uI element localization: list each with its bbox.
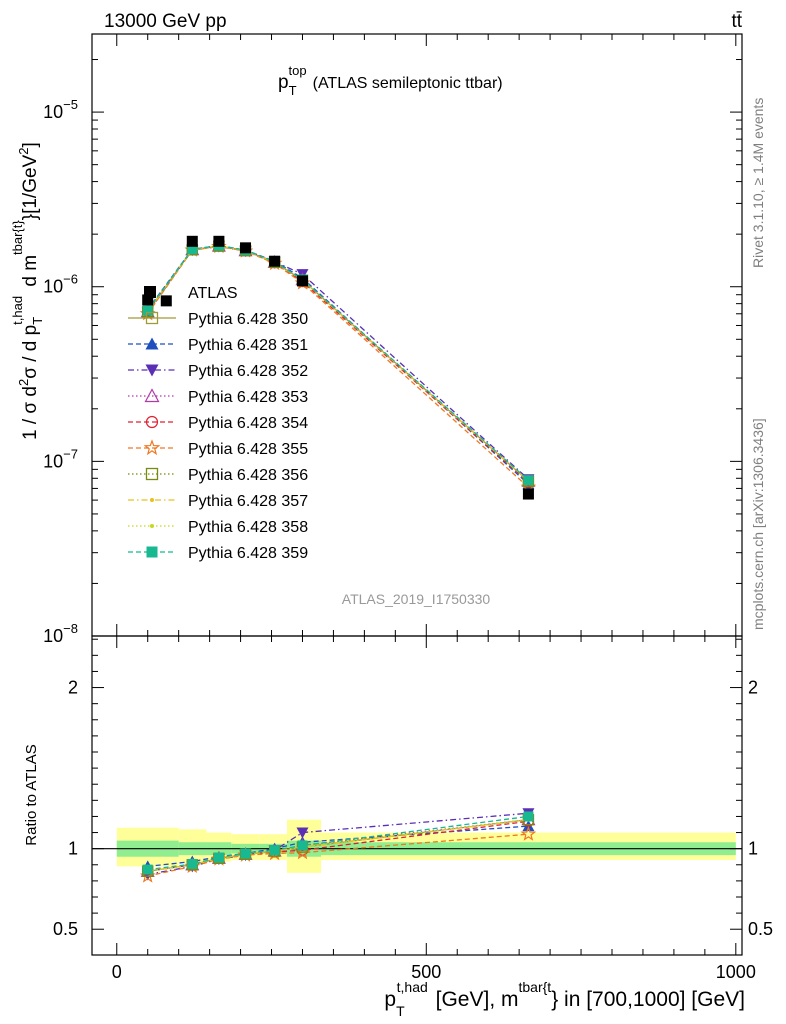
legend-label-7: Pythia 6.428 357 <box>188 493 308 510</box>
plot-title-sup: top <box>289 63 307 78</box>
ratio-series-point-2 <box>296 827 309 839</box>
legend-label-3: Pythia 6.428 353 <box>188 389 308 406</box>
legend-label-1: Pythia 6.428 351 <box>188 337 308 354</box>
plot-title: pTtop (ATLAS semileptonic ttbar) <box>278 63 503 98</box>
header-right: tt̄ <box>731 11 742 32</box>
ratio-ytick-label-left: 2 <box>68 678 78 698</box>
ratio-ytick-label-right: 2 <box>748 678 758 698</box>
legend-marker-6 <box>145 467 159 481</box>
legend-marker-2 <box>145 364 159 377</box>
main-ylabel: 1 / σ d2σ / d pTt,had d mtbar{t}}[1/GeV2… <box>10 142 45 440</box>
main-series-point-9 <box>187 244 198 255</box>
main-series-point-9 <box>523 475 534 486</box>
ratio-series-point-1 <box>522 820 535 832</box>
legend-label-5: Pythia 6.428 355 <box>188 441 308 458</box>
ratio-plot-area: 0 500 1000 0.5 0.5 1 1 2 2 <box>53 635 773 982</box>
main-plot-area: 10−5 10−6 10−7 10−8 <box>43 33 743 646</box>
ratio-series-point-9 <box>240 848 251 859</box>
ratio-frame <box>91 635 743 956</box>
plot-title-rest: (ATLAS semileptonic ttbar) <box>313 75 503 92</box>
analysis-label: ATLAS_2019_I1750330 <box>342 591 491 607</box>
ratio-series-point-9 <box>187 858 198 869</box>
legend-label-atlas: ATLAS <box>188 285 238 302</box>
legend-label-0: Pythia 6.428 350 <box>188 311 308 328</box>
legend-marker-3 <box>144 388 160 403</box>
plot-title-sub: T <box>289 83 297 98</box>
legend-marker-9 <box>146 546 158 558</box>
atlas-data-point <box>213 235 225 247</box>
main-ytick-label: 10−8 <box>43 621 78 646</box>
legend-marker-7 <box>150 498 154 502</box>
ratio-series-point-9 <box>142 864 153 875</box>
legend-marker-1 <box>145 337 159 350</box>
legend-marker-4 <box>145 415 159 429</box>
ratio-series-point-9 <box>213 852 224 863</box>
legend-label-4: Pythia 6.428 354 <box>188 415 308 432</box>
atlas-data-point <box>160 295 172 307</box>
legend-label-2: Pythia 6.428 352 <box>188 363 308 380</box>
rivet-label: Rivet 3.1.10, ≥ 1.4M events <box>750 98 766 268</box>
legend-marker-atlas <box>144 286 156 298</box>
ratio-series-point-9 <box>269 845 280 856</box>
legend: ATLAS Pythia 6.428 350 Pythia 6.428 351 Pyt… <box>128 285 308 562</box>
main-ytick-label: 10−5 <box>43 97 78 122</box>
main-series-point-9 <box>142 305 153 316</box>
x-tick-label: 1000 <box>716 962 756 982</box>
ratio-ytick-label-right: 1 <box>748 839 758 859</box>
ratio-ytick-label-left: 0.5 <box>53 919 78 939</box>
atlas-data-point <box>240 242 252 254</box>
ratio-series-point-9 <box>297 840 308 851</box>
header-left: 13000 GeV pp <box>104 11 227 32</box>
legend-label-8: Pythia 6.428 358 <box>188 519 308 536</box>
atlas-data-point <box>296 275 308 287</box>
legend-label-6: Pythia 6.428 356 <box>188 467 308 484</box>
atlas-data-point <box>142 294 154 306</box>
atlas-data-point <box>522 488 534 500</box>
atlas-data-point <box>186 235 198 247</box>
plot-title-main: p <box>278 72 289 93</box>
x-tick-label: 0 <box>112 962 122 982</box>
ratio-series-point-5 <box>520 825 537 841</box>
legend-label-9: Pythia 6.428 359 <box>188 545 308 562</box>
legend-marker-8 <box>150 524 154 528</box>
x-axis-label: pTt,had [GeV], mtbar{t} in [700,1000] [G… <box>384 979 745 1019</box>
ratio-ytick-label-left: 1 <box>68 839 78 859</box>
main-ytick-label: 10−7 <box>43 446 78 471</box>
ratio-series-point-9 <box>523 811 534 822</box>
mcplots-label: mcplots.cern.ch [arXiv:1306.3436] <box>750 418 766 630</box>
ratio-ylabel: Ratio to ATLAS <box>23 744 40 845</box>
legend-marker-0 <box>145 311 159 325</box>
main-ytick-label: 10−6 <box>43 272 78 297</box>
atlas-data-point <box>269 255 281 267</box>
ratio-ytick-label-right: 0.5 <box>748 919 773 939</box>
x-tick-label: 500 <box>411 962 441 982</box>
legend-marker-5 <box>143 439 161 456</box>
